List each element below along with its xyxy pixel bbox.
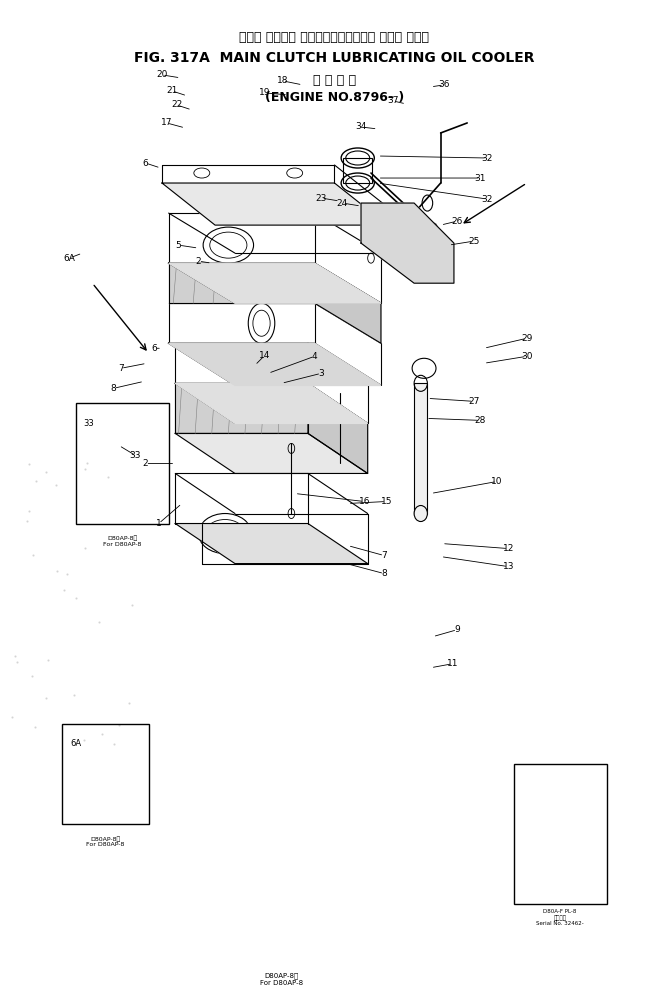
Text: 1: 1	[156, 519, 161, 528]
Text: 14: 14	[259, 350, 270, 359]
Point	[23, 456, 34, 472]
Text: 37: 37	[387, 97, 399, 106]
Text: 9: 9	[454, 625, 460, 634]
Text: (ENGINE NO.8796– ): (ENGINE NO.8796– )	[265, 92, 404, 105]
Ellipse shape	[414, 506, 427, 522]
Text: メイン クラッチ ルーブリケーティング オイル クーラ: メイン クラッチ ルーブリケーティング オイル クーラ	[240, 31, 429, 44]
Text: 8: 8	[110, 384, 116, 393]
Text: 21: 21	[167, 87, 178, 96]
Polygon shape	[361, 203, 454, 283]
Point	[42, 653, 53, 669]
Text: 32: 32	[482, 153, 493, 162]
Text: 17: 17	[161, 119, 173, 128]
Point	[50, 477, 61, 493]
Text: 33: 33	[130, 451, 141, 460]
Point	[80, 540, 90, 556]
Point	[27, 668, 37, 684]
Text: 36: 36	[438, 81, 450, 90]
Polygon shape	[175, 524, 368, 564]
Text: D80AP-8向
For D80AP-8: D80AP-8向 For D80AP-8	[86, 836, 125, 847]
Bar	[62, 724, 149, 824]
Point	[69, 687, 80, 703]
Text: 7: 7	[118, 364, 124, 373]
Text: 5: 5	[176, 241, 181, 250]
Text: 29: 29	[521, 333, 533, 342]
Point	[109, 735, 120, 751]
Point	[27, 547, 38, 563]
Point	[58, 582, 69, 598]
Text: 15: 15	[381, 497, 392, 506]
Text: 32: 32	[482, 194, 493, 203]
Point	[11, 655, 22, 671]
Text: D80AP-8向
For D80AP-8: D80AP-8向 For D80AP-8	[260, 973, 303, 986]
Text: 11: 11	[447, 660, 458, 669]
Text: 27: 27	[468, 397, 480, 406]
Bar	[343, 158, 373, 183]
Text: 25: 25	[468, 237, 480, 246]
Point	[113, 716, 124, 732]
Point	[21, 513, 32, 529]
Polygon shape	[169, 263, 381, 303]
Bar	[514, 764, 607, 904]
Polygon shape	[314, 263, 381, 343]
Text: 30: 30	[521, 351, 533, 361]
Point	[41, 463, 52, 479]
Point	[126, 597, 137, 613]
Polygon shape	[169, 343, 381, 386]
Polygon shape	[175, 384, 368, 423]
Point	[10, 649, 21, 665]
Text: 7: 7	[381, 551, 387, 560]
Point	[70, 589, 81, 605]
Text: 19: 19	[259, 89, 270, 98]
Bar	[76, 404, 169, 524]
Text: 33: 33	[84, 419, 94, 428]
Text: 22: 22	[171, 101, 182, 110]
Text: 20: 20	[157, 70, 168, 80]
Point	[103, 469, 114, 485]
Text: 8: 8	[381, 569, 387, 578]
Text: 6A: 6A	[63, 254, 75, 263]
Text: 6A: 6A	[70, 739, 82, 748]
Point	[81, 454, 92, 470]
Point	[41, 690, 52, 706]
Text: 23: 23	[316, 193, 327, 202]
Text: 26: 26	[452, 217, 463, 226]
Point	[93, 613, 104, 629]
Point	[62, 566, 72, 582]
Point	[29, 719, 40, 735]
Text: 10: 10	[491, 477, 503, 486]
Text: 16: 16	[359, 497, 370, 506]
Point	[31, 472, 41, 488]
Text: 31: 31	[475, 173, 486, 182]
Point	[79, 732, 90, 748]
Text: 18: 18	[277, 77, 288, 86]
Text: 28: 28	[475, 416, 486, 425]
Text: FIG. 317A  MAIN CLUTCH LUBRICATING OIL COOLER: FIG. 317A MAIN CLUTCH LUBRICATING OIL CO…	[134, 51, 535, 64]
Point	[7, 709, 17, 725]
Text: 4: 4	[312, 351, 317, 361]
Point	[80, 461, 90, 477]
Point	[124, 695, 134, 711]
Polygon shape	[175, 433, 368, 473]
Text: 6: 6	[142, 158, 149, 167]
Text: 34: 34	[355, 123, 367, 132]
Text: 適 用 号 機: 適 用 号 機	[313, 75, 356, 88]
Polygon shape	[169, 263, 314, 303]
Text: 3: 3	[318, 369, 324, 378]
Text: D80A-F PL-8
適用号機
Serial No. 32462-: D80A-F PL-8 適用号機 Serial No. 32462-	[536, 909, 584, 926]
Point	[96, 726, 107, 742]
Text: 24: 24	[337, 198, 348, 207]
Text: 12: 12	[502, 544, 514, 553]
Text: 2: 2	[142, 459, 149, 468]
Point	[52, 563, 62, 579]
Text: 2: 2	[195, 257, 201, 266]
Text: 6: 6	[151, 343, 157, 352]
Polygon shape	[162, 183, 387, 226]
Polygon shape	[308, 384, 368, 473]
Point	[23, 502, 34, 519]
Text: 13: 13	[502, 562, 514, 571]
Text: D80AP-8向
For D80AP-8: D80AP-8向 For D80AP-8	[103, 536, 141, 547]
Polygon shape	[175, 384, 308, 433]
Bar	[414, 384, 427, 514]
